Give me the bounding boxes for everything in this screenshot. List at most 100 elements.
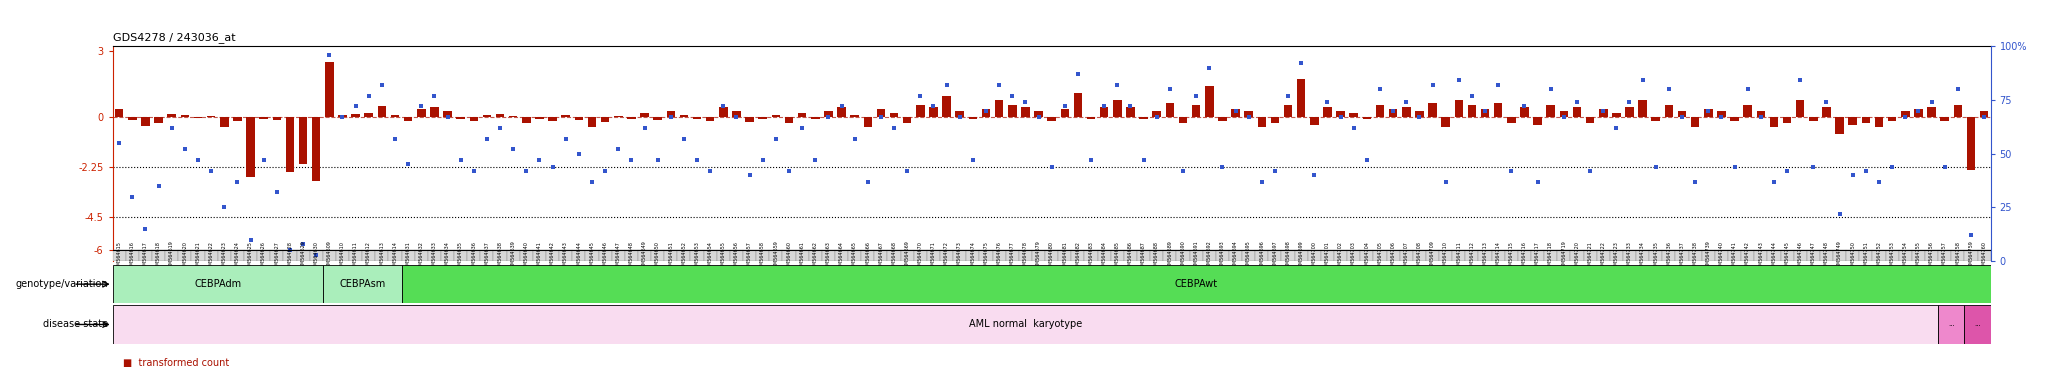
Text: GSM564756: GSM564756 [1929, 241, 1933, 270]
Bar [481, 250, 494, 261]
Bar [442, 111, 453, 117]
Text: ...: ... [1948, 321, 1954, 328]
Bar [1296, 79, 1305, 117]
Bar [942, 96, 950, 117]
Point [864, 114, 897, 120]
Bar [666, 111, 676, 117]
Bar [1073, 93, 1081, 117]
Bar [1176, 250, 1190, 261]
Point [141, 183, 174, 189]
Text: GSM564663: GSM564663 [825, 241, 831, 270]
Bar [1675, 250, 1690, 261]
Bar [1190, 250, 1202, 261]
Bar [1888, 117, 1896, 121]
Bar [651, 250, 664, 261]
Bar [641, 113, 649, 117]
Bar [311, 117, 319, 181]
Text: GSM564737: GSM564737 [1679, 241, 1686, 270]
Bar [1966, 117, 1974, 170]
Text: GSM564709: GSM564709 [1430, 241, 1436, 270]
Bar [141, 117, 150, 126]
Bar [1546, 105, 1554, 117]
Point [1337, 125, 1370, 131]
Point [1141, 114, 1174, 120]
Bar [887, 250, 901, 261]
Bar [928, 250, 940, 261]
Bar [680, 115, 688, 117]
Bar [1716, 111, 1726, 117]
Bar [1268, 250, 1282, 261]
Text: GSM564645: GSM564645 [590, 241, 594, 270]
Text: GSM564745: GSM564745 [1784, 241, 1790, 270]
Bar [324, 250, 336, 261]
Text: GDS4278 / 243036_at: GDS4278 / 243036_at [113, 33, 236, 43]
Text: GSM564617: GSM564617 [143, 241, 147, 270]
Bar [1690, 250, 1702, 261]
Bar [719, 107, 727, 117]
Text: GSM564686: GSM564686 [1128, 241, 1133, 270]
Point [1075, 157, 1108, 163]
Bar [1585, 117, 1595, 123]
Bar [377, 106, 387, 117]
Bar [1323, 107, 1331, 117]
Bar [745, 117, 754, 122]
Bar [1151, 250, 1163, 261]
Bar [270, 250, 283, 261]
Point [1219, 108, 1251, 114]
Bar [784, 117, 793, 123]
Point [1126, 157, 1159, 163]
Bar [1386, 250, 1399, 261]
Bar [1833, 250, 1845, 261]
Text: GSM564656: GSM564656 [733, 241, 739, 270]
Point [1718, 164, 1751, 170]
Point [1483, 82, 1516, 88]
Bar [1360, 250, 1374, 261]
Text: GSM564706: GSM564706 [1391, 241, 1395, 270]
Point [102, 140, 135, 146]
Bar [1767, 250, 1780, 261]
Bar [154, 117, 164, 122]
Bar [586, 250, 598, 261]
Bar [496, 114, 504, 117]
Bar [231, 250, 244, 261]
Text: GSM564668: GSM564668 [891, 241, 897, 270]
Bar [811, 117, 819, 119]
Text: GSM564627: GSM564627 [274, 241, 279, 270]
Point [995, 93, 1028, 99]
Text: GSM564739: GSM564739 [1706, 241, 1710, 270]
Text: GSM564620: GSM564620 [182, 241, 186, 270]
Bar [1071, 250, 1085, 261]
Text: GSM564657: GSM564657 [748, 241, 752, 270]
Point [1403, 114, 1436, 120]
Point [498, 146, 530, 152]
Text: GSM564721: GSM564721 [1587, 241, 1593, 270]
Text: GSM564747: GSM564747 [1810, 241, 1817, 270]
Bar [743, 250, 756, 261]
Point [1823, 211, 1855, 217]
Bar [115, 109, 123, 117]
Bar [848, 250, 862, 261]
Text: GSM564702: GSM564702 [1337, 241, 1343, 270]
Text: GSM564644: GSM564644 [575, 241, 582, 270]
Point [1442, 78, 1475, 84]
Text: GSM564699: GSM564699 [1298, 241, 1305, 270]
Bar [614, 116, 623, 117]
Bar [1665, 105, 1673, 117]
Text: ...: ... [1974, 321, 1980, 328]
Point [432, 114, 465, 120]
Bar [588, 117, 596, 127]
Bar [1901, 111, 1909, 117]
Bar [1622, 250, 1636, 261]
Text: GSM564641: GSM564641 [537, 241, 543, 270]
Bar [494, 250, 506, 261]
Text: GSM564692: GSM564692 [1206, 241, 1212, 270]
Bar [836, 250, 848, 261]
Bar [1163, 250, 1176, 261]
Bar [1139, 117, 1147, 119]
Bar [981, 109, 991, 117]
Bar [1913, 250, 1925, 261]
Point [811, 114, 844, 120]
Point [1772, 168, 1804, 174]
Text: GSM564680: GSM564680 [1049, 241, 1055, 270]
Bar [1481, 109, 1489, 117]
